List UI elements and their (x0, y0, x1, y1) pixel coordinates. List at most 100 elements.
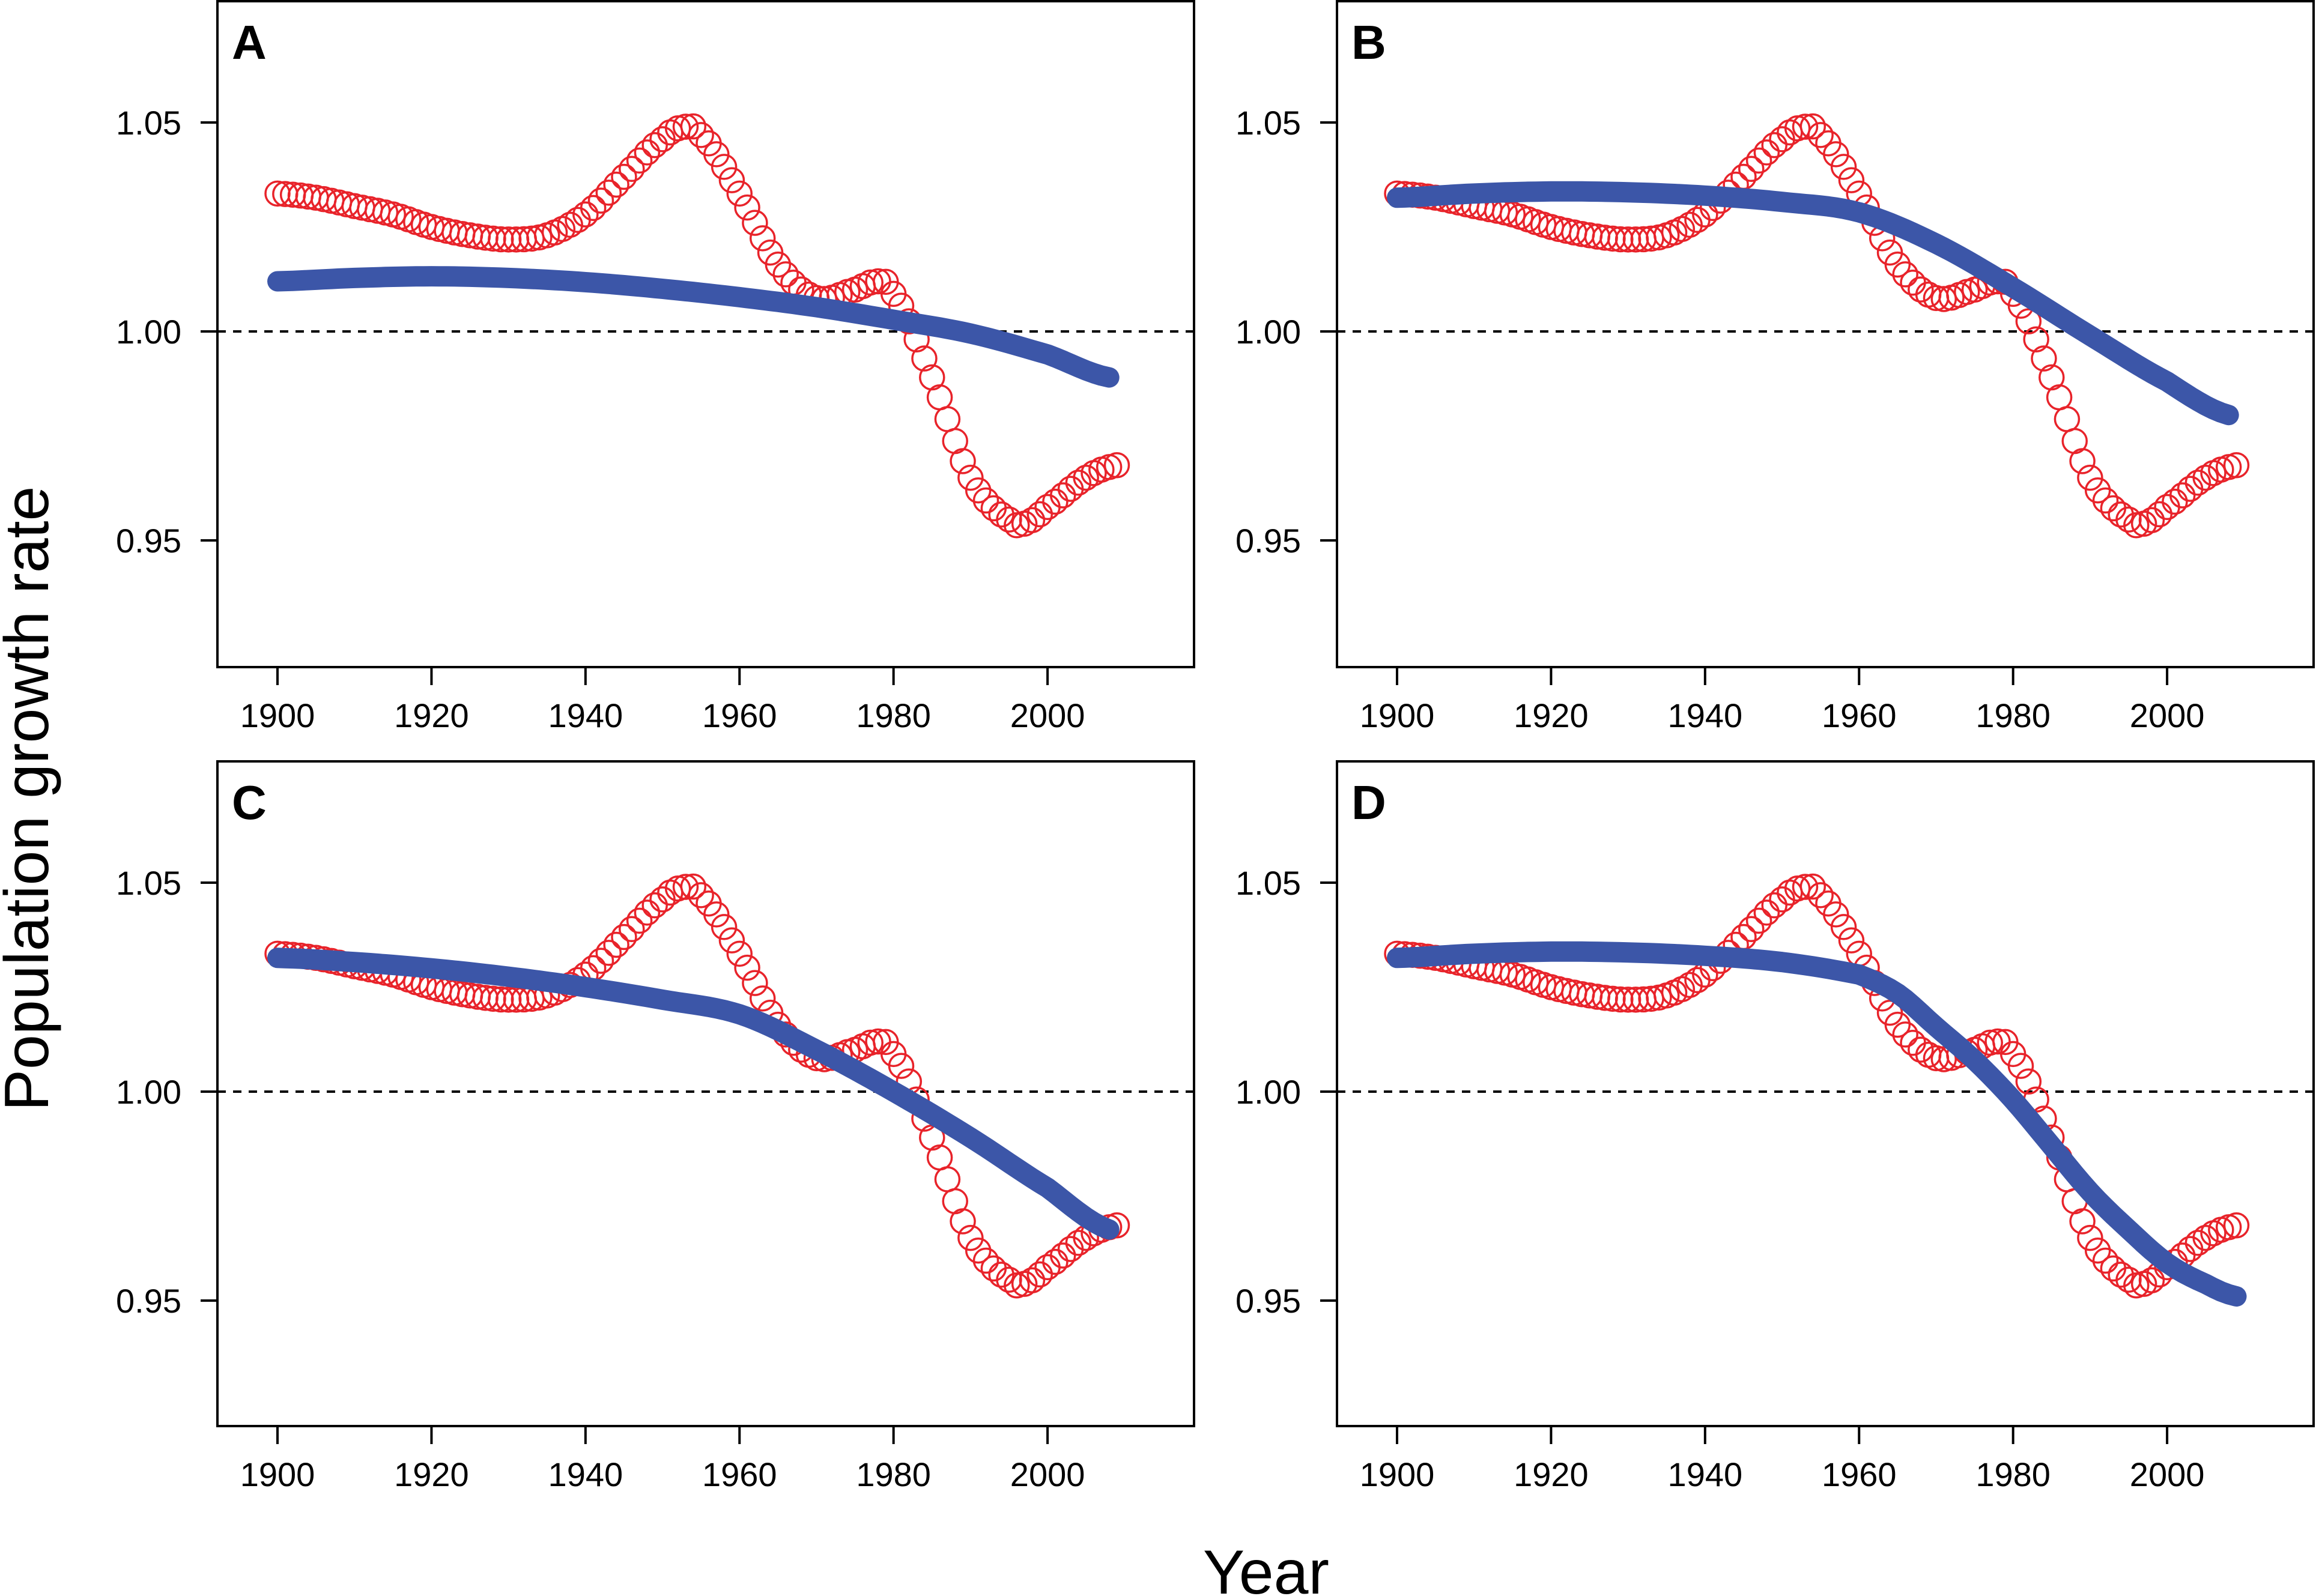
observed-point (2092, 1247, 2119, 1274)
observed-point (888, 1053, 915, 1079)
observed-point (1761, 131, 1787, 159)
observed-point (1838, 927, 1865, 954)
observed-point (641, 892, 668, 919)
x-tick-label: 2000 (1010, 697, 1085, 734)
observed-point (1892, 261, 1918, 288)
observed-series (264, 113, 1130, 539)
observed-point (2015, 308, 2042, 334)
observed-point (2177, 1236, 2204, 1262)
observed-point (680, 113, 707, 140)
observed-point (2077, 1224, 2103, 1251)
observed-point (611, 923, 637, 951)
observed-point (1049, 482, 1076, 509)
observed-point (2084, 477, 2111, 504)
observed-point (2007, 1053, 2034, 1079)
observed-point (2015, 1068, 2042, 1095)
observed-point (857, 1029, 884, 1056)
observed-point (1057, 476, 1084, 502)
observed-point (1019, 1267, 1046, 1293)
x-tick-label: 1940 (1668, 697, 1743, 734)
plot-frame (1336, 760, 2315, 1427)
model-line (1387, 941, 2247, 1307)
panel-label: A (232, 16, 267, 69)
observed-point (2223, 1212, 2250, 1239)
observed-point (603, 171, 629, 198)
observed-point (1799, 113, 1826, 140)
observed-point (2192, 464, 2219, 491)
plot-frame (216, 760, 1195, 1427)
observed-point (1103, 452, 1130, 479)
observed-point (749, 985, 776, 1012)
observed-point (1823, 141, 1849, 168)
observed-point (2069, 448, 2096, 474)
x-tick-label: 1940 (548, 1455, 623, 1493)
observed-point (688, 122, 714, 148)
observed-point (1823, 901, 1849, 928)
observed-point (1884, 251, 1911, 278)
x-tick-label: 1960 (702, 697, 777, 734)
observed-point (2092, 487, 2119, 514)
observed-point (2177, 476, 2204, 502)
observed-point (718, 927, 745, 954)
observed-point (1073, 464, 1099, 491)
panel-b: 1900 1920 1940 1960 1980 2000 0.95 1.00 1.05 B (1235, 0, 2315, 734)
y-tick-label: 0.95 (1235, 1282, 1301, 1320)
observed-point (734, 954, 760, 981)
x-tick-label: 1920 (1514, 697, 1589, 734)
x-tick-label: 2000 (2130, 1455, 2205, 1493)
observed-point (1838, 167, 1865, 193)
observed-point (1753, 899, 1780, 926)
observed-point (1792, 874, 1819, 900)
x-tick-label: 2000 (1010, 1455, 1085, 1493)
observed-point (595, 180, 622, 206)
observed-point (726, 180, 753, 207)
x-tick-label: 1940 (548, 697, 623, 734)
observed-point (603, 931, 629, 958)
observed-point (996, 1266, 1022, 1293)
x-tick-label: 1980 (856, 1455, 931, 1493)
panel-label: D (1351, 776, 1386, 829)
y-tick-label: 1.05 (116, 864, 181, 902)
observed-point (2115, 1266, 2142, 1293)
observed-point (619, 156, 645, 183)
observed-point (587, 948, 614, 974)
observed-point (634, 899, 661, 926)
observed-point (1745, 907, 1772, 934)
observed-point (1908, 1036, 1934, 1063)
observed-point (595, 940, 622, 966)
x-tick-label: 1960 (702, 1455, 777, 1493)
y-tick-label: 1.00 (1235, 1073, 1301, 1111)
observed-point (1034, 494, 1061, 521)
observed-point (2154, 494, 2180, 521)
x-axis-title: Year (1203, 1538, 1329, 1596)
observed-point (611, 163, 637, 190)
observed-point (911, 345, 938, 372)
x-tick-label: 1920 (394, 1455, 469, 1493)
observed-series (264, 873, 1130, 1299)
observed-point (972, 487, 999, 514)
observed-point (1034, 1254, 1061, 1281)
plot-frame (216, 0, 1195, 668)
observed-point (2138, 1267, 2165, 1293)
observed-point (2031, 345, 2057, 372)
observed-point (965, 477, 992, 504)
observed-point (580, 195, 607, 222)
observed-point (1799, 873, 1826, 900)
x-tick-label: 1920 (394, 697, 469, 734)
observed-point (2192, 1224, 2219, 1251)
observed-point (972, 1247, 999, 1274)
observed-point (572, 201, 599, 228)
observed-point (1846, 940, 1873, 967)
observed-point (2169, 482, 2196, 509)
observed-point (1065, 470, 1092, 496)
observed-series (1384, 113, 2250, 539)
observed-point (718, 167, 745, 193)
observed-point (410, 211, 437, 238)
observed-point (772, 261, 799, 288)
observed-point (1530, 972, 1557, 998)
plot-frame (1336, 0, 2315, 668)
observed-point (703, 901, 730, 928)
observed-point (1042, 488, 1069, 515)
x-tick-label: 2000 (2130, 697, 2205, 734)
